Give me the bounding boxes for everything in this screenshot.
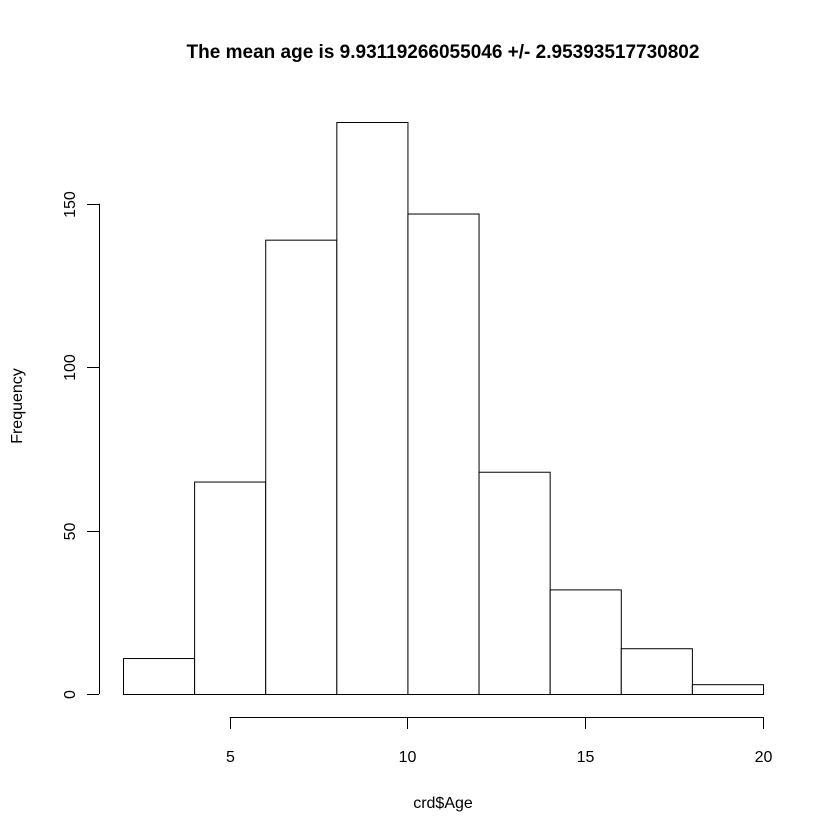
y-tick-label-100: 100 (62, 354, 79, 381)
histogram-bar-7 (549, 589, 622, 695)
x-tick-label-20: 20 (755, 749, 773, 766)
y-tick-label-150: 150 (62, 191, 79, 218)
histogram-bar-3 (265, 239, 338, 695)
histogram-bar-2 (194, 481, 267, 695)
chart-title: The mean age is 9.93119266055046 +/- 2.9… (187, 42, 700, 63)
histogram-bar-9 (691, 684, 765, 695)
histogram-bar-1 (123, 658, 196, 695)
histogram-bar-4 (336, 122, 409, 695)
y-axis-label: Frequency (9, 368, 26, 444)
histogram-bar-8 (620, 648, 693, 695)
x-axis: 5 10 15 20 (226, 717, 773, 766)
x-tick-label-10: 10 (399, 749, 417, 766)
y-tick-label-0: 0 (62, 690, 79, 699)
y-tick-label-50: 50 (62, 523, 79, 541)
y-axis: 0 50 100 150 (62, 191, 100, 699)
histogram-bar-6 (478, 471, 551, 696)
histogram-bar-5 (407, 213, 480, 696)
x-axis-label: crd$Age (413, 795, 473, 812)
x-tick-label-5: 5 (226, 749, 235, 766)
x-tick-label-15: 15 (577, 749, 595, 766)
bars-group (123, 122, 765, 696)
